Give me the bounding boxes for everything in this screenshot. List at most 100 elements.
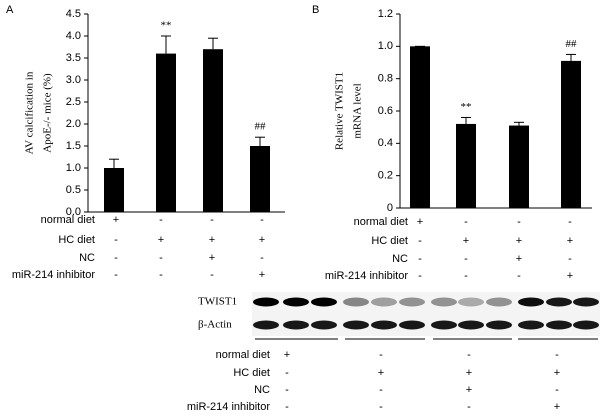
bar (156, 53, 176, 212)
condition-label: NC (392, 253, 408, 265)
blot-band (431, 297, 457, 307)
condition-mark: - (210, 269, 214, 281)
blot-band (518, 320, 544, 330)
y-tick-label: 0.8 (378, 73, 393, 85)
blot-band (343, 297, 369, 307)
condition-label: normal diet (216, 349, 270, 361)
error-bar (566, 53, 576, 61)
condition-mark: + (466, 384, 472, 396)
condition-mark: + (417, 216, 423, 228)
y-tick-label: 3.5 (66, 52, 81, 64)
y-tick-label: 2.5 (66, 96, 81, 108)
condition-mark: - (159, 269, 163, 281)
condition-mark: - (517, 216, 521, 228)
condition-mark: + (209, 234, 215, 246)
condition-mark: - (260, 214, 264, 226)
condition-mark: - (159, 214, 163, 226)
bar (456, 123, 476, 208)
y-tick-label: 0 (387, 202, 393, 214)
blot-band (371, 320, 397, 330)
y-tick-label: 4.5 (66, 8, 81, 20)
condition-mark: + (554, 401, 560, 413)
condition-mark: - (568, 216, 572, 228)
condition-label: HC diet (58, 234, 95, 246)
y-tick-label: 4.0 (66, 30, 81, 42)
condition-mark: - (379, 401, 383, 413)
condition-label: normal diet (354, 216, 408, 228)
condition-mark: - (555, 384, 559, 396)
blot-band (431, 320, 457, 330)
y-axis-label: AV calcification in (24, 71, 36, 154)
bar (561, 60, 581, 209)
panel-label: B (312, 4, 319, 16)
y-tick-label: 1.0 (378, 40, 393, 52)
blot-band (546, 297, 572, 307)
condition-mark: + (516, 235, 522, 247)
condition-mark: + (158, 234, 164, 246)
condition-label: miR-214 inhibitor (12, 269, 95, 281)
error-bar (514, 121, 524, 126)
blot-band (343, 320, 369, 330)
y-tick-label: 0.5 (66, 184, 81, 196)
condition-mark: + (259, 269, 265, 281)
condition-label: HC diet (371, 235, 408, 247)
bar (509, 125, 529, 208)
y-tick-label: 2.0 (66, 118, 81, 130)
blot-band (311, 297, 337, 307)
condition-mark: - (464, 253, 468, 265)
bar (410, 46, 430, 209)
y-axis-label: Relative TWIST1 (334, 72, 346, 150)
y-tick-label: 0.4 (378, 137, 393, 149)
condition-mark: - (159, 252, 163, 264)
condition-mark: - (418, 270, 422, 282)
condition-mark: - (464, 270, 468, 282)
blot-image (252, 292, 600, 336)
error-bar (255, 136, 265, 146)
condition-mark: - (210, 214, 214, 226)
error-bar (461, 116, 471, 124)
blot-band (253, 320, 279, 330)
significance-label: ## (255, 121, 267, 133)
condition-label: HC diet (233, 367, 270, 379)
condition-mark: + (463, 235, 469, 247)
condition-mark: - (467, 401, 471, 413)
panel-label: A (6, 4, 14, 16)
band-label: β-Actin (198, 319, 232, 331)
condition-mark: - (285, 401, 289, 413)
blot-band (546, 320, 572, 330)
blot-band (518, 297, 544, 307)
condition-mark: - (379, 349, 383, 361)
y-tick-label: 0.0 (66, 206, 81, 218)
blot-band (283, 297, 309, 307)
bar (104, 168, 124, 212)
condition-mark: - (418, 253, 422, 265)
condition-mark: - (379, 384, 383, 396)
condition-mark: - (285, 367, 289, 379)
y-tick-label: 1.0 (66, 162, 81, 174)
condition-mark: - (114, 269, 118, 281)
y-axis-label: mRNA level (352, 83, 364, 138)
condition-mark: + (466, 367, 472, 379)
y-tick-label: 3.0 (66, 74, 81, 86)
blot-band (486, 297, 512, 307)
condition-mark: - (114, 234, 118, 246)
bar (250, 146, 270, 212)
condition-mark: - (517, 270, 521, 282)
condition-mark: - (555, 349, 559, 361)
condition-mark: + (209, 252, 215, 264)
y-tick-label: 0.6 (378, 105, 393, 117)
error-bar (161, 35, 171, 54)
significance-label: ## (566, 38, 578, 50)
condition-mark: + (516, 253, 522, 265)
condition-mark: + (567, 235, 573, 247)
significance-label: ** (461, 101, 472, 113)
condition-mark: + (378, 367, 384, 379)
y-tick-label: 1.5 (66, 140, 81, 152)
blot-band (458, 297, 484, 307)
condition-mark: + (259, 234, 265, 246)
band-label: TWIST1 (198, 296, 237, 308)
blot-band (573, 320, 599, 330)
condition-mark: - (260, 252, 264, 264)
blot-band (573, 297, 599, 307)
